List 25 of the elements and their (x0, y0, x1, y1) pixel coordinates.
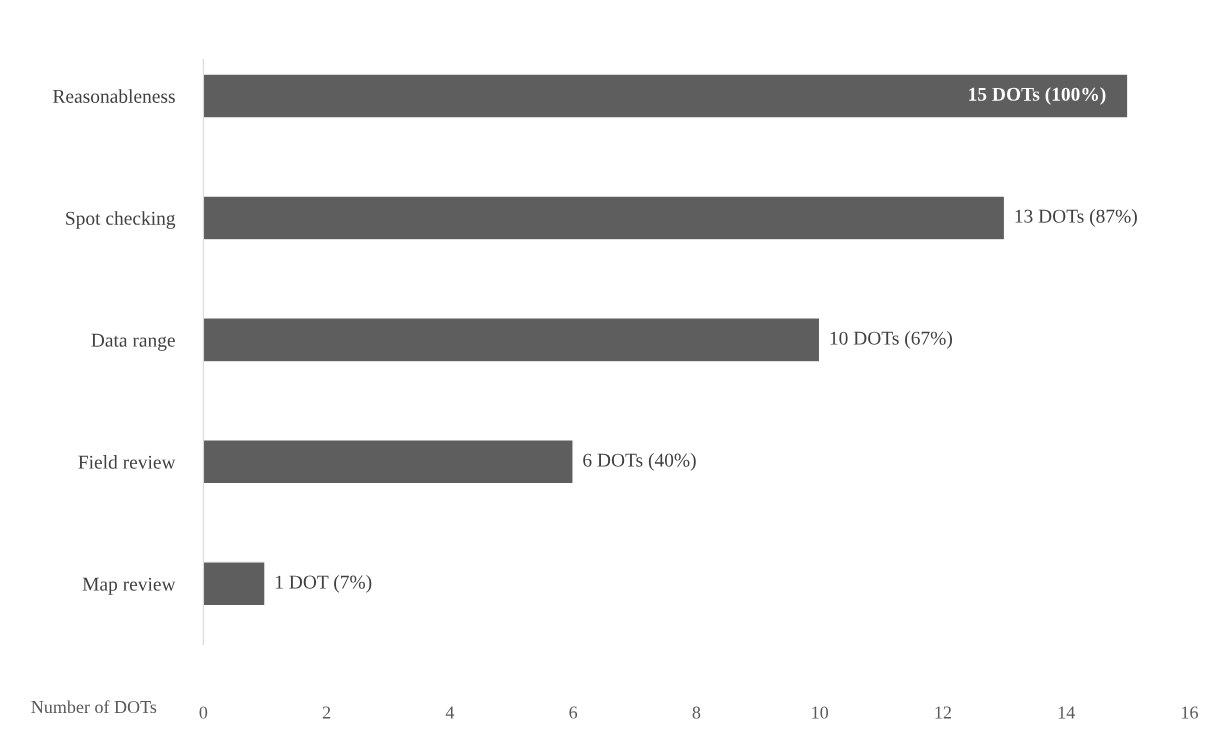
x-tick-label: 10 (812, 706, 829, 719)
bar (203, 317, 821, 363)
x-tick-label: 8 (692, 706, 701, 719)
data-label: 6 DOTs (40%) (583, 453, 696, 471)
bar (203, 73, 1129, 119)
x-tick-label: 14 (1058, 706, 1075, 719)
x-tick-label: 0 (199, 706, 208, 719)
x-tick-label: 16 (1182, 706, 1198, 719)
x-tick-label: 12 (935, 706, 951, 719)
y-tick-label: Spot checking (66, 211, 176, 229)
data-label: 10 DOTs (67%) (830, 331, 952, 349)
y-tick-label: Data range (91, 333, 175, 351)
x-axis-title: Number of DOTs (31, 700, 157, 714)
bar (203, 195, 1006, 241)
data-label: 15 DOTs (100%) (969, 87, 1106, 105)
x-tick-label: 4 (445, 706, 455, 719)
y-tick-label: Reasonableness (53, 89, 175, 103)
bar (203, 439, 574, 485)
bar (203, 561, 266, 607)
x-tick-label: 6 (569, 706, 578, 719)
y-tick-label: Field review (78, 455, 176, 469)
y-tick-label: Map review (82, 577, 176, 595)
data-label: 13 DOTs (87%) (1015, 209, 1137, 227)
data-label: 1 DOT (7%) (275, 575, 372, 593)
x-tick-label: 2 (322, 706, 331, 719)
